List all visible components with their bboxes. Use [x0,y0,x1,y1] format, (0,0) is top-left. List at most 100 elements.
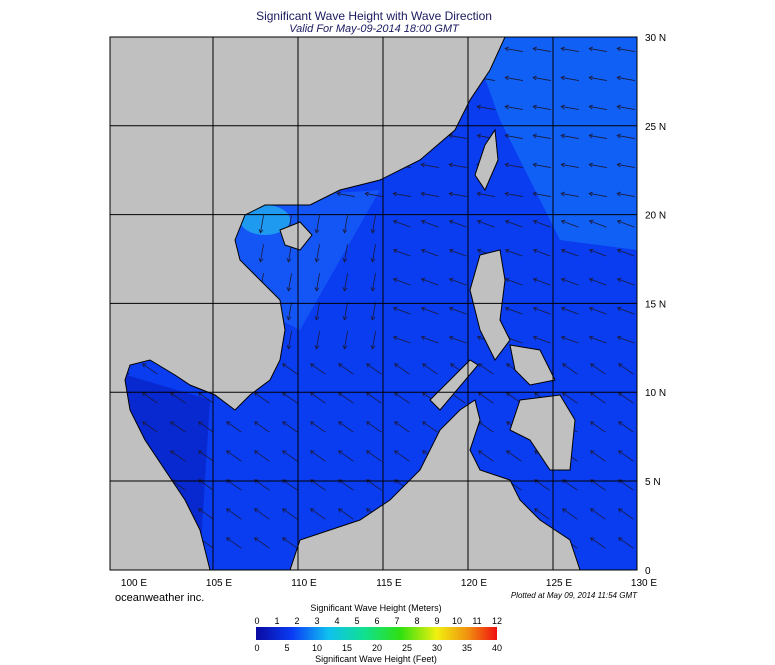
wave-arrow [197,479,214,491]
wave-arrow [560,46,579,52]
wave-arrow [337,392,354,404]
wave-arrow [588,335,607,344]
wave-arrow [616,277,635,286]
wave-arrow [504,162,523,168]
palawan [429,359,479,411]
wave-arrow [365,392,382,404]
wave-arrow [504,46,523,52]
graticule [110,37,637,570]
wave-arrow [258,244,264,263]
wave-arrow [589,421,606,433]
wave-arrow [286,273,292,292]
wave-arrow [421,421,438,433]
wave-arrow [588,75,607,81]
lat-label: 25 N [645,122,666,133]
wave-arrow [281,450,298,462]
wave-arrow [477,363,494,375]
wave-arrow [281,479,298,491]
wave-arrow [617,537,634,549]
feet-tick: 40 [492,643,502,653]
borneo [289,399,581,570]
subtitle: Valid For May-09-2014 18:00 GMT [289,23,460,35]
lat-label: 15 N [645,299,666,310]
wave-arrow [420,277,439,286]
meters-tick: 8 [414,616,419,626]
lat-label: 10 N [645,388,666,399]
wave-arrow [589,363,606,375]
wave-arrow [588,191,607,197]
wave-arrow [420,306,439,315]
wave-arrow [392,335,411,344]
wave-arrow [616,133,635,139]
wave-arrow [476,191,495,197]
wave-arrow [532,133,551,139]
wave-arrow [141,392,158,404]
wave-arrow [314,215,320,234]
wave-arrow [197,392,214,404]
wave-arrow [617,363,634,375]
feet-tick: 10 [312,643,322,653]
meters-tick: 5 [354,616,359,626]
wave-arrow [253,421,270,433]
mindanao [509,394,576,471]
wave-arrow [589,537,606,549]
wave-arrow [616,191,635,197]
wave-arrow [337,363,354,375]
wave-arrow [448,277,467,286]
wave-arrow [225,450,242,462]
wave-arrow [342,331,348,350]
wave-arrow [392,248,411,257]
wave-arrow [448,335,467,344]
wave-arrow [533,479,550,491]
wave-arrow [365,421,382,433]
wave-arrow [281,421,298,433]
wave-arrow [504,104,523,110]
wave-arrow [370,273,376,292]
wave-arrow [309,392,326,404]
wave-arrow [532,162,551,168]
feet-tick: 20 [372,643,382,653]
wave-arrow [617,479,634,491]
wave-arrow [616,104,635,110]
wave-arrow [532,335,551,344]
lon-label: 130 E [631,578,657,589]
wave-arrow [532,277,551,286]
wave-arrow [393,421,410,433]
meters-tick: 2 [294,616,299,626]
wave-arrow [532,219,551,228]
wave-arrow [309,363,326,375]
mainland [110,37,506,570]
wave-arrow [365,363,382,375]
wave-arrow [364,191,383,197]
lon-label: 115 E [376,578,402,589]
wave-arrow [560,133,579,139]
wave-arrow [588,162,607,168]
wave-arrow [314,244,320,263]
wave-arrow [281,537,298,549]
map [110,37,637,570]
wave-arrow [504,277,523,286]
wave-arrow [169,421,186,433]
wave-arrow [561,392,578,404]
wave-arrow [225,537,242,549]
wave-arrow [504,248,523,257]
meters-tick: 12 [492,616,502,626]
wave-arrow [370,244,376,263]
wave-arrow [616,162,635,168]
meters-tick: 0 [254,616,259,626]
feet-tick: 0 [254,643,259,653]
meters-tick: 6 [374,616,379,626]
meters-tick: 10 [452,616,462,626]
wave-arrow [370,302,376,321]
wave-arrow [617,392,634,404]
wave-arrow [560,248,579,257]
wave-arrow [505,450,522,462]
wave-arrow [616,219,635,228]
wave-arrow [504,133,523,139]
meters-tick: 4 [334,616,339,626]
wave-arrow [504,75,523,81]
feet-tick: 5 [284,643,289,653]
wave-arrow [420,248,439,257]
wave-arrow [197,508,214,520]
wave-arrow [477,392,494,404]
